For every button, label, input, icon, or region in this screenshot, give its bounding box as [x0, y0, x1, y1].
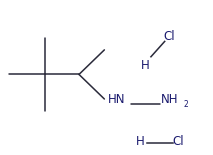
Text: Cl: Cl — [173, 135, 184, 148]
Text: HN: HN — [108, 93, 125, 106]
Text: H: H — [141, 60, 150, 73]
Text: H: H — [136, 135, 145, 148]
Text: 2: 2 — [183, 100, 188, 109]
Text: Cl: Cl — [163, 29, 175, 42]
Text: NH: NH — [160, 93, 178, 106]
